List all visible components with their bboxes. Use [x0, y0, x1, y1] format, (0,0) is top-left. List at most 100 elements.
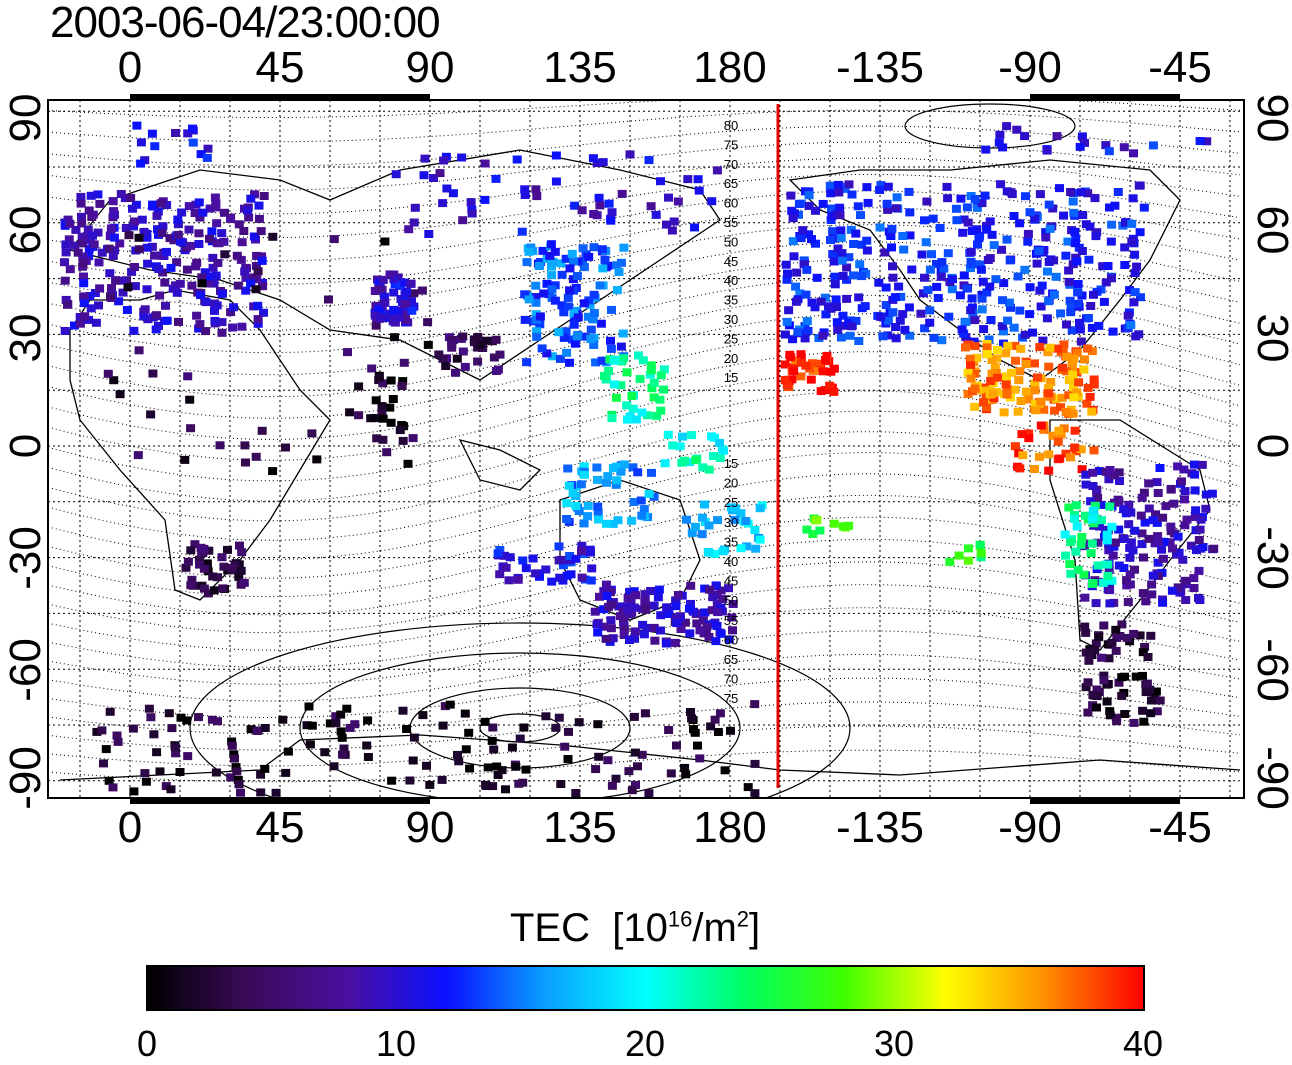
- tec-cell: [1112, 717, 1122, 726]
- tec-cell: [690, 223, 699, 232]
- tec-cell: [329, 235, 339, 244]
- tec-cell: [876, 312, 886, 321]
- tec-cell: [954, 551, 964, 560]
- tec-cell: [331, 719, 341, 728]
- tec-cell: [220, 250, 230, 259]
- tec-cell: [251, 452, 261, 461]
- tec-cell: [1092, 685, 1102, 694]
- tec-cell: [597, 356, 607, 365]
- tec-cell: [832, 318, 842, 327]
- tec-cell: [71, 225, 81, 234]
- tec-cell: [183, 372, 193, 381]
- tec-cell: [1082, 399, 1092, 408]
- tec-cell: [644, 489, 654, 498]
- tec-cell: [676, 625, 686, 633]
- tec-cell: [1044, 258, 1054, 266]
- tec-cell: [1020, 265, 1030, 274]
- tec-cell: [398, 706, 408, 715]
- tec-cell: [598, 158, 608, 167]
- tec-cell: [489, 353, 499, 362]
- tec-cell: [377, 408, 387, 417]
- tec-cell: [153, 207, 163, 216]
- tec-cell: [976, 265, 986, 274]
- tec-cell: [370, 414, 379, 423]
- tec-cell: [118, 276, 127, 285]
- tec-cell: [975, 260, 985, 269]
- tec-cell: [551, 151, 561, 160]
- tec-cell: [246, 279, 256, 288]
- tec-cell: [324, 295, 333, 304]
- contour-label: 20: [724, 351, 738, 366]
- tec-cell: [514, 779, 524, 788]
- tec-cell: [336, 710, 346, 719]
- tec-cell: [464, 728, 474, 737]
- tec-cell: [693, 741, 702, 750]
- tec-cell: [1036, 302, 1046, 311]
- tec-cell: [565, 358, 574, 367]
- tec-cell: [624, 767, 634, 776]
- tec-cell: [1104, 147, 1114, 156]
- tec-cell: [420, 154, 430, 163]
- tec-cell: [83, 225, 93, 234]
- tec-cell: [1181, 596, 1191, 604]
- tec-cell: [664, 610, 674, 618]
- contour-label: 60: [724, 196, 738, 211]
- tec-cell: [229, 303, 238, 312]
- tec-cell: [1077, 188, 1087, 197]
- tec-cell: [832, 303, 841, 311]
- tec-cell: [1035, 452, 1044, 461]
- tec-cell: [183, 752, 193, 761]
- tec-cell: [1119, 564, 1129, 572]
- tec-cell: [199, 544, 209, 553]
- tec-cell: [1075, 325, 1085, 334]
- tec-cell: [115, 239, 125, 248]
- tec-cell: [511, 762, 521, 771]
- tec-cell: [921, 238, 931, 247]
- tec-cell: [547, 352, 557, 361]
- tec-cell: [521, 765, 531, 774]
- tec-cell: [607, 305, 616, 314]
- tec-cell: [695, 754, 705, 763]
- tec-cell: [612, 286, 622, 295]
- tec-cell: [385, 403, 395, 412]
- tec-cell: [458, 332, 468, 341]
- tec-cell: [576, 480, 586, 489]
- tec-cell: [935, 224, 945, 232]
- tec-cell: [807, 235, 816, 244]
- tec-cell: [1108, 551, 1118, 560]
- tec-cell: [611, 480, 621, 489]
- tec-cell: [211, 768, 221, 777]
- tec-cell: [782, 381, 792, 390]
- tec-cell: [730, 515, 740, 524]
- tec-cell: [1119, 143, 1129, 152]
- tec-cell: [685, 458, 695, 467]
- tec-cell: [515, 734, 525, 743]
- tec-cell: [593, 628, 603, 637]
- contour-label: 50: [724, 593, 738, 608]
- tec-cell: [1102, 697, 1112, 706]
- tec-cell: [281, 443, 290, 452]
- tec-cell: [586, 335, 596, 343]
- tec-cell: [541, 565, 551, 574]
- tec-cell: [387, 776, 397, 785]
- tec-cell: [726, 726, 735, 735]
- lon-tick-bottom: 90: [405, 803, 455, 852]
- tec-cell: [512, 155, 522, 164]
- tec-cell: [1106, 237, 1116, 246]
- tec-cell: [619, 460, 629, 469]
- tec-cell: [1098, 262, 1108, 271]
- tec-cell: [192, 311, 202, 320]
- tec-cell: [236, 566, 246, 575]
- tec-cell: [1152, 707, 1162, 716]
- tec-cell: [281, 768, 291, 777]
- tec-cell: [1146, 709, 1156, 718]
- tec-cell: [342, 704, 352, 713]
- tec-cell: [639, 505, 649, 514]
- tec-cell: [896, 292, 906, 301]
- tec-cell: [592, 620, 602, 629]
- tec-cell: [556, 555, 566, 564]
- tec-cell: [966, 361, 975, 370]
- tec-cell: [186, 546, 196, 555]
- tec-cell: [389, 288, 399, 297]
- tec-cell: [531, 281, 541, 290]
